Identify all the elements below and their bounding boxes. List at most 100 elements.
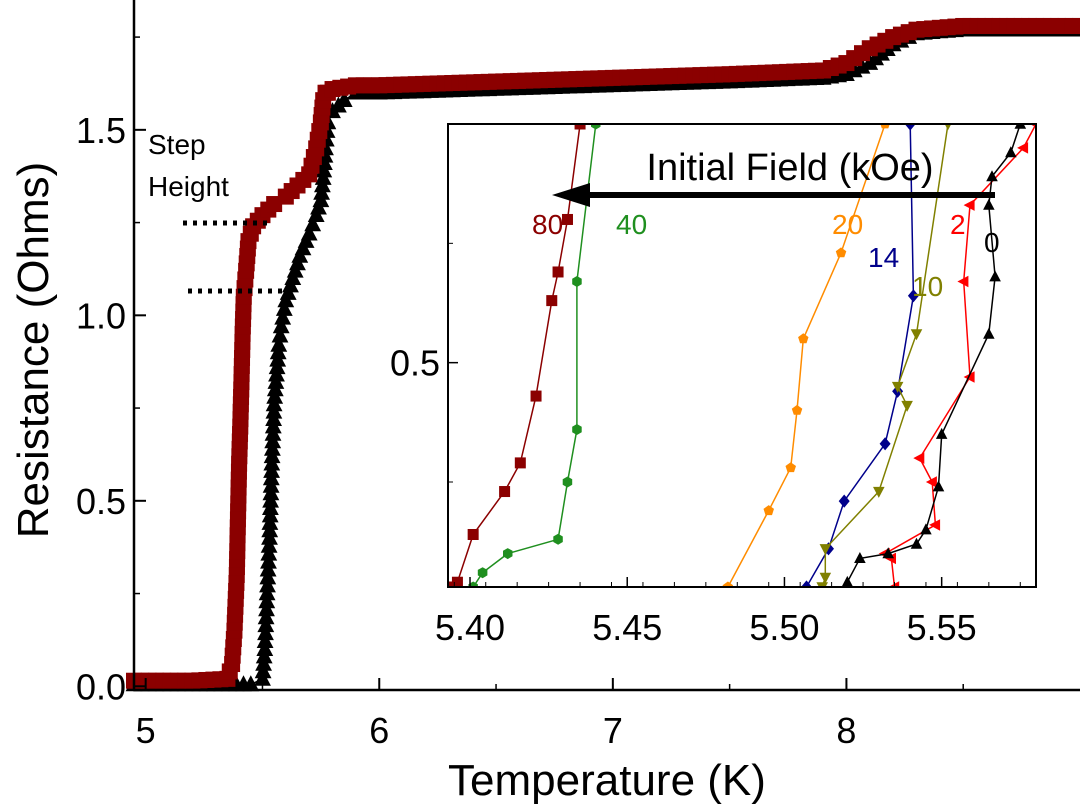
inset-data-point <box>879 437 891 451</box>
main-x-tick-label: 6 <box>369 710 389 751</box>
inset-title: Initial Field (kOe) <box>646 147 933 189</box>
main-y-tick-label: 0.0 <box>76 666 126 707</box>
inset-data-point <box>477 567 488 579</box>
inset-series-label-14: 14 <box>868 242 899 273</box>
main-data-point <box>271 326 289 343</box>
inset-data-point <box>854 552 866 563</box>
step-height-label-line1: Step <box>148 129 206 160</box>
inset-data-point <box>819 572 832 584</box>
inset-data-point <box>514 457 526 469</box>
inset-data-point <box>552 266 564 278</box>
inset-data-point <box>838 494 850 508</box>
inset-data-point <box>722 581 734 587</box>
inset-series-label-10: 10 <box>912 271 943 302</box>
inset-x-ticks: 5.40 5.45 5.50 5.55 <box>435 577 1021 648</box>
inset-data-point <box>929 519 941 531</box>
main-data-point <box>242 675 260 692</box>
inset-data-point <box>904 124 916 131</box>
inset-data-point <box>468 581 478 587</box>
main-series-1 <box>126 17 1080 689</box>
inset-data-point <box>546 295 558 307</box>
inset-data-point <box>819 544 832 556</box>
inset-data-point <box>880 124 890 129</box>
main-series <box>125 17 1080 692</box>
inset-data-point <box>932 480 945 492</box>
inset-series-label-0: 0 <box>984 227 1000 258</box>
inset-series-40 <box>468 124 601 587</box>
inset-data-point <box>503 548 513 560</box>
main-y-ticks: 0.0 0.5 1.0 1.5 <box>76 36 146 707</box>
inset-data-point <box>989 270 1001 282</box>
inset-data-point <box>572 424 582 435</box>
inset-data-point <box>816 582 828 587</box>
inset-data-point <box>572 276 582 287</box>
inset-data-point <box>963 199 975 211</box>
inset-data-point <box>574 124 586 130</box>
inset-series-20 <box>722 124 890 587</box>
inset-data-point <box>763 505 774 516</box>
inset-data-point <box>885 552 896 565</box>
inset-data-point <box>913 452 925 464</box>
inset-data-point <box>983 327 995 339</box>
inset-data-point <box>873 486 885 498</box>
inset-data-point <box>1014 124 1027 129</box>
inset-data-point <box>499 486 511 498</box>
main-data-point <box>274 308 292 325</box>
main-data-point <box>300 224 318 241</box>
inset-series-10 <box>816 124 952 587</box>
main-x-ticks: 5 6 7 8 <box>136 678 964 751</box>
inset-data-point <box>920 523 932 535</box>
inset-series <box>448 124 1036 587</box>
inset-series-label-2: 2 <box>950 209 966 240</box>
inset-data-point <box>553 533 563 545</box>
step-height-label-line2: Height <box>148 171 229 202</box>
main-data-point <box>270 335 288 352</box>
inset-x-tick-label: 5.45 <box>592 607 662 648</box>
inset-series-line <box>472 124 597 587</box>
inset-series-0 <box>841 124 1027 587</box>
main-chart: 5 6 7 8 0.0 0.5 1.0 1.5 Temperature (K) Resist… <box>9 0 1080 805</box>
inset-data-point <box>785 462 796 473</box>
inset-x-tick-label: 5.55 <box>907 607 977 648</box>
inset-series-line <box>448 124 581 587</box>
inset-data-point <box>907 289 919 303</box>
field-arrow <box>552 183 995 207</box>
main-data-point <box>304 215 322 232</box>
inset-data-point <box>467 528 479 540</box>
inset-data-point <box>925 476 937 488</box>
inset-data-point <box>1005 146 1017 158</box>
main-x-tick-label: 8 <box>836 710 856 751</box>
inset-data-point <box>901 400 913 412</box>
main-x-tick-label: 5 <box>136 710 156 751</box>
inset-series-line <box>846 124 1022 587</box>
main-y-axis-label: Resistance (Ohms) <box>9 162 58 539</box>
inset-x-tick-label: 5.40 <box>435 607 505 648</box>
main-x-tick-label: 7 <box>603 710 623 751</box>
main-data-point <box>275 299 293 316</box>
inset-data-point <box>1017 142 1029 154</box>
main-y-tick-label: 1.5 <box>76 110 126 151</box>
inset-data-point <box>561 213 573 225</box>
inset-series-label-20: 20 <box>832 209 863 240</box>
inset-y-tick-label: 0.5 <box>390 343 440 384</box>
inset-data-point <box>944 124 952 131</box>
inset-data-point <box>983 198 995 210</box>
inset-data-point <box>798 333 809 344</box>
main-data-point <box>335 91 353 107</box>
inset-frame <box>447 123 1037 588</box>
inset-data-point <box>935 427 948 439</box>
inset-series-line <box>821 124 949 587</box>
inset-data-point <box>791 404 803 415</box>
inset-series-label-40: 40 <box>616 209 647 240</box>
inset-data-point <box>888 581 900 587</box>
inset-data-point <box>530 390 542 402</box>
inset-y-ticks: 0.5 <box>390 242 458 483</box>
main-data-point <box>1072 17 1080 34</box>
inset-data-point <box>835 247 847 258</box>
inset-x-tick-label: 5.50 <box>749 607 819 648</box>
inset-data-point <box>986 170 998 182</box>
main-y-tick-label: 0.5 <box>76 481 126 522</box>
inset-data-point <box>448 581 454 587</box>
